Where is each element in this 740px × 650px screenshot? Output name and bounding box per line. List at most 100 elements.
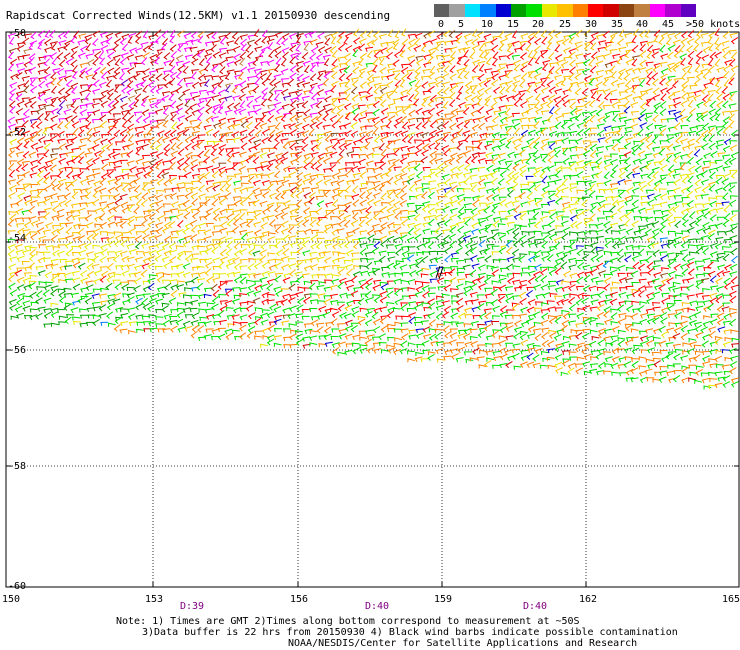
wind-barb-feather bbox=[128, 183, 132, 187]
wind-barb-feather bbox=[136, 133, 139, 138]
wind-barb-feather bbox=[260, 189, 262, 194]
wind-barb bbox=[177, 30, 185, 36]
wind-barb bbox=[50, 71, 57, 79]
wind-barb-feather bbox=[129, 63, 132, 67]
wind-barb-feather bbox=[114, 71, 118, 75]
wind-barb-feather bbox=[485, 160, 488, 165]
wind-barb-feather bbox=[595, 85, 599, 89]
wind-barb-feather bbox=[416, 127, 420, 130]
wind-barb bbox=[436, 123, 444, 129]
wind-barb-feather bbox=[366, 181, 368, 186]
wind-barb-feather bbox=[443, 133, 446, 138]
wind-barb-feather bbox=[318, 71, 321, 76]
wind-barb-feather bbox=[211, 36, 216, 40]
wind-barb bbox=[247, 60, 256, 65]
wind-barb-feather bbox=[238, 111, 242, 116]
wind-barb-feather bbox=[50, 126, 54, 131]
wind-barb-feather bbox=[17, 70, 21, 75]
wind-barb-feather bbox=[380, 119, 384, 123]
wind-barb-feather bbox=[703, 76, 707, 80]
wind-barb-feather bbox=[156, 69, 159, 73]
wind-barb bbox=[336, 108, 344, 115]
wind-barb-feather bbox=[296, 195, 300, 199]
wind-barb-feather bbox=[218, 36, 222, 41]
wind-barb bbox=[625, 171, 633, 178]
wind-barb bbox=[177, 93, 185, 100]
wind-barb bbox=[610, 79, 619, 85]
wind-barb-feather bbox=[134, 112, 137, 117]
wind-barb-feather bbox=[681, 35, 685, 39]
wind-barb-feather bbox=[435, 120, 439, 124]
wind-barb bbox=[184, 99, 191, 107]
wind-barb bbox=[206, 56, 212, 63]
wind-barb bbox=[527, 103, 536, 106]
wind-barb-feather bbox=[155, 41, 159, 45]
wind-barb bbox=[79, 188, 88, 192]
wind-barb-feather bbox=[268, 111, 272, 116]
wind-barb-feather bbox=[526, 90, 531, 93]
wind-barb-feather bbox=[421, 134, 425, 139]
wind-barb-feather bbox=[353, 162, 355, 166]
wind-barb-feather bbox=[455, 83, 459, 88]
wind-barb bbox=[24, 100, 32, 106]
wind-barb bbox=[240, 197, 249, 199]
wind-barb-feather bbox=[331, 111, 335, 114]
wind-barb-feather bbox=[546, 47, 551, 51]
wind-barb-feather bbox=[310, 105, 314, 109]
wind-barb bbox=[595, 54, 604, 58]
wind-barb-feather bbox=[379, 85, 382, 90]
wind-barb bbox=[156, 130, 165, 135]
wind-barb-feather bbox=[498, 35, 503, 39]
wind-barb-feather bbox=[499, 97, 503, 102]
wind-barb bbox=[693, 94, 702, 99]
wind-barb-feather bbox=[498, 76, 502, 81]
wind-barb bbox=[659, 44, 666, 52]
wind-barb bbox=[134, 88, 143, 92]
wind-barb bbox=[93, 180, 102, 185]
wind-barb-feather bbox=[469, 56, 474, 60]
colorbar-swatch bbox=[634, 4, 650, 17]
wind-barb bbox=[253, 139, 262, 143]
wind-barb-feather bbox=[30, 134, 34, 138]
wind-barb bbox=[617, 71, 624, 79]
wind-barb-feather bbox=[471, 105, 475, 109]
wind-barb bbox=[645, 134, 652, 141]
wind-barb-feather bbox=[176, 146, 181, 150]
wind-barb bbox=[471, 38, 479, 44]
wind-barb-feather bbox=[514, 104, 518, 107]
wind-barb bbox=[259, 152, 268, 157]
wind-barb-feather bbox=[143, 139, 146, 144]
wind-barb bbox=[239, 34, 248, 38]
wind-barb-feather bbox=[541, 194, 545, 199]
wind-barb-feather bbox=[610, 162, 614, 166]
wind-barb-feather bbox=[72, 70, 77, 74]
wind-barb bbox=[8, 63, 15, 71]
wind-barb-feather bbox=[449, 104, 454, 108]
wind-barb-feather bbox=[324, 182, 328, 186]
wind-barb-feather bbox=[499, 92, 504, 95]
wind-barb-feather bbox=[507, 175, 511, 179]
wind-barb-feather bbox=[442, 138, 447, 142]
wind-barb bbox=[84, 92, 91, 100]
wind-barb bbox=[728, 182, 738, 184]
wind-barb bbox=[716, 100, 724, 107]
wind-barb-feather bbox=[59, 146, 63, 151]
wind-barb-feather bbox=[281, 64, 286, 67]
wind-barb bbox=[658, 147, 666, 155]
wind-barb bbox=[491, 44, 499, 51]
wind-barb bbox=[645, 112, 654, 115]
wind-barb bbox=[225, 56, 234, 59]
wind-barb-feather bbox=[674, 127, 678, 131]
wind-barb-feather bbox=[50, 133, 52, 138]
wind-barb-feather bbox=[591, 96, 596, 100]
wind-barb bbox=[367, 117, 376, 121]
wind-barb bbox=[161, 91, 170, 94]
wind-barb bbox=[161, 94, 170, 100]
wind-barb-feather bbox=[309, 125, 313, 129]
wind-barb-feather bbox=[443, 34, 447, 38]
wind-barb-feather bbox=[546, 105, 551, 109]
wind-barb-feather bbox=[590, 70, 594, 74]
wind-barb bbox=[358, 153, 367, 156]
wind-barb bbox=[295, 139, 304, 142]
wind-barb bbox=[686, 172, 695, 176]
